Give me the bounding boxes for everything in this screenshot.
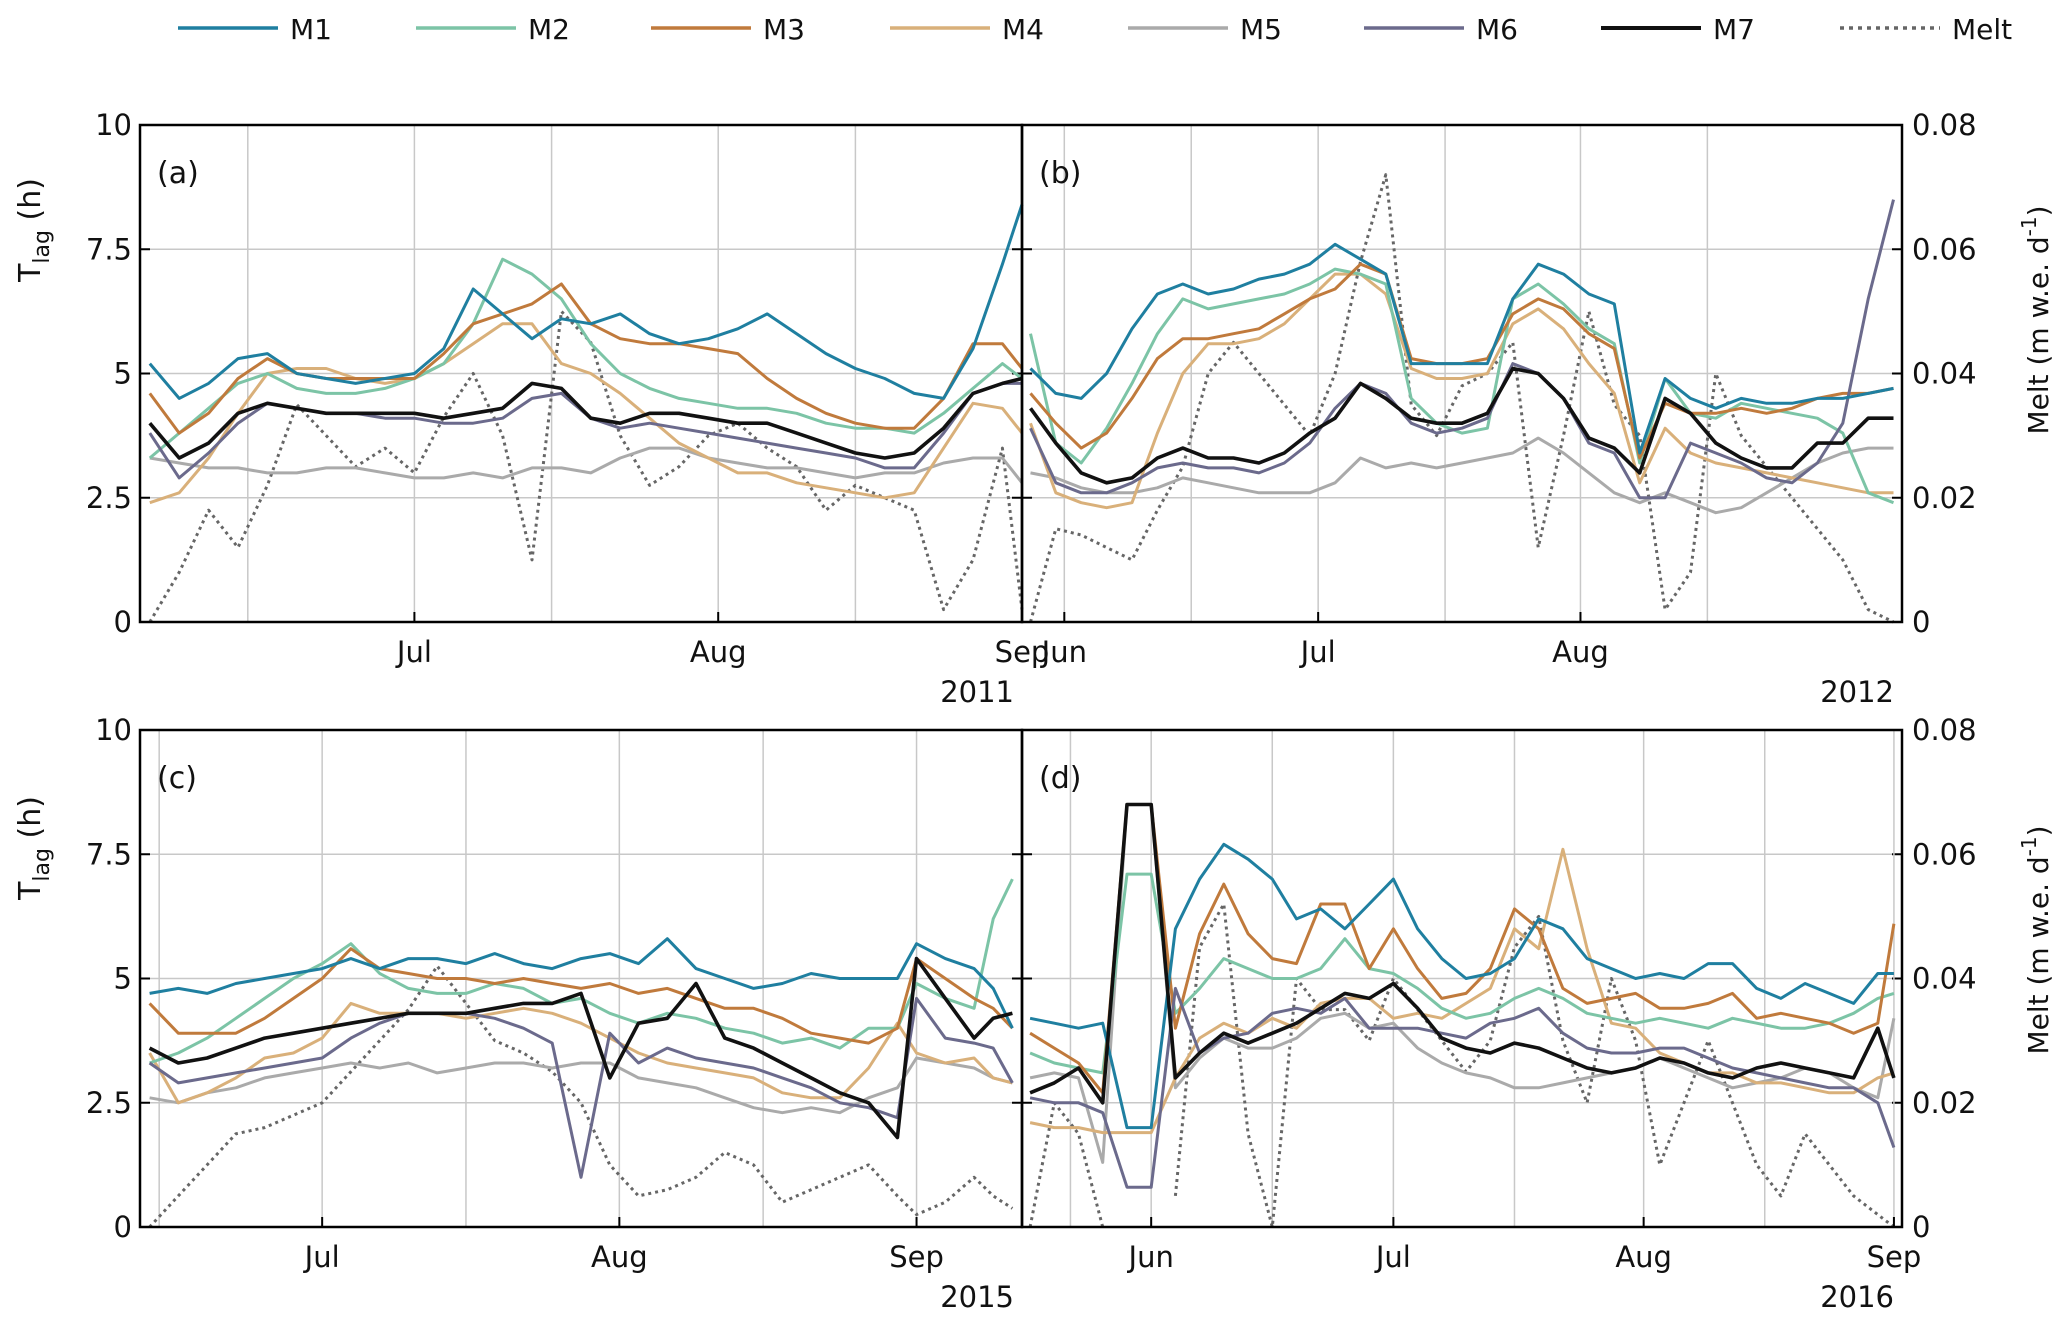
panel-d: 0 0.02 0.04 0.06 0.08 Jun Jul Aug Sep 2016 (d) [1020, 713, 1977, 1314]
y2-tick-label: 0 [1912, 1210, 1930, 1244]
y-tick-label: 7.5 [86, 837, 132, 871]
y-tick-label: 7.5 [86, 232, 132, 266]
y-tick-label: 10 [95, 108, 132, 142]
series-line-m7 [148, 956, 1013, 1140]
x-tick-label: Sep [995, 635, 1050, 669]
x-tick-label: Aug [1552, 635, 1609, 669]
y2-tick-label: 0.02 [1912, 1086, 1977, 1120]
series-line-m6 [1029, 199, 1895, 500]
y-axis-label-top: Tlag (h) [13, 178, 55, 283]
series-line-m7 [1029, 802, 1896, 1105]
y2-tick-label: 0.06 [1912, 232, 1977, 266]
y2-axis-label-top: Melt (m w.e. d-1) [2017, 205, 2055, 434]
year-label: 2015 [940, 1280, 1014, 1314]
series-line-m5 [1030, 436, 1894, 515]
x-tick-label: Jul [303, 1240, 340, 1274]
y2-tick-label: 0.08 [1912, 108, 1977, 142]
y2-tick-label: 0.04 [1912, 962, 1977, 996]
year-label: 2011 [940, 675, 1014, 709]
series-line-m1 [1029, 842, 1894, 1130]
x-tick-label: Jun [1040, 635, 1087, 669]
axis-labels: Tlag (h) Tlag (h) Melt (m w.e. d-1) Melt… [13, 178, 2055, 1054]
year-label: 2012 [1820, 675, 1894, 709]
series-line-m5 [149, 446, 1024, 484]
y-tick-label: 5 [114, 962, 132, 996]
x-tick-label: Jul [395, 635, 432, 669]
panel-label: (c) [157, 761, 197, 796]
x-tick-label: Jun [1127, 1240, 1174, 1274]
series-line-m4 [148, 1001, 1013, 1105]
y-axis-label-bottom: Tlag (h) [13, 796, 55, 901]
legend-label-m5: M5 [1240, 13, 1282, 46]
series-line-m3 [1029, 803, 1896, 1095]
series-line-m5 [149, 1056, 1013, 1115]
y2-tick-label: 0.08 [1912, 713, 1977, 747]
x-tick-label: Aug [1615, 1240, 1672, 1274]
y2-tick-label: 0.02 [1912, 481, 1977, 515]
y2-tick-label: 0 [1912, 605, 1930, 639]
series-line-m1 [149, 937, 1014, 1029]
y-tick-label: 5 [114, 357, 132, 391]
series-line-m4 [149, 322, 1024, 505]
legend-label-m2: M2 [528, 13, 570, 46]
legend-label-m6: M6 [1476, 13, 1518, 46]
y2-tick-label: 0.06 [1912, 837, 1977, 871]
series-line-m2 [1029, 872, 1895, 1075]
series-line-m6 [148, 996, 1014, 1179]
series-line-m7 [1029, 366, 1894, 485]
plot-frame [1020, 728, 1904, 1229]
y2-axis-label-bottom: Melt (m w.e. d-1) [2017, 825, 2055, 1054]
x-tick-label: Aug [591, 1240, 648, 1274]
series-line-m7 [148, 376, 1023, 460]
panel-a: 0 2.5 5 7.5 10 Jul Aug Sep 2011 (a) [86, 108, 1049, 709]
plot-frame [1020, 123, 1904, 624]
legend-label-m4: M4 [1002, 13, 1044, 46]
series-line-m2 [1029, 267, 1895, 505]
panel-label: (b) [1039, 156, 1081, 191]
legend-label-m1: M1 [290, 13, 332, 46]
series-line-m1 [148, 204, 1024, 400]
series-line-m3 [148, 947, 1014, 1045]
series-line-m6 [1029, 986, 1896, 1189]
x-tick-label: Sep [889, 1240, 944, 1274]
x-tick-label: Jul [1374, 1240, 1411, 1274]
legend-label-melt: Melt [1952, 13, 2012, 46]
panel-c: 0 2.5 5 7.5 10 Jul Aug Sep 2015 (c) [86, 713, 1024, 1314]
year-label: 2016 [1820, 1280, 1894, 1314]
panel-label: (a) [157, 156, 199, 191]
y-tick-label: 10 [95, 713, 132, 747]
y-tick-label: 0 [114, 605, 132, 639]
y-tick-label: 0 [114, 1210, 132, 1244]
series-line-melt [148, 964, 1014, 1229]
series-line-m1 [1029, 242, 1894, 455]
panel-label: (d) [1039, 761, 1081, 796]
legend-label-m3: M3 [763, 13, 805, 46]
y-tick-label: 2.5 [86, 481, 132, 515]
series-line-m4 [1029, 272, 1894, 510]
y-tick-label: 2.5 [86, 1086, 132, 1120]
y2-tick-label: 0.04 [1912, 357, 1977, 391]
series-line-m2 [149, 878, 1014, 1065]
x-tick-label: Sep [1867, 1240, 1922, 1274]
legend-label-m7: M7 [1713, 13, 1755, 46]
series-line-melt [1029, 173, 1895, 624]
legend: M1 M2 M3 M4 M5 M6 M7 Melt [178, 13, 2012, 46]
panel-b: 0 0.02 0.04 0.06 0.08 Jun Jul Aug 2012 (b) [1020, 108, 1977, 709]
x-tick-label: Jul [1299, 635, 1336, 669]
x-tick-label: Aug [690, 635, 747, 669]
